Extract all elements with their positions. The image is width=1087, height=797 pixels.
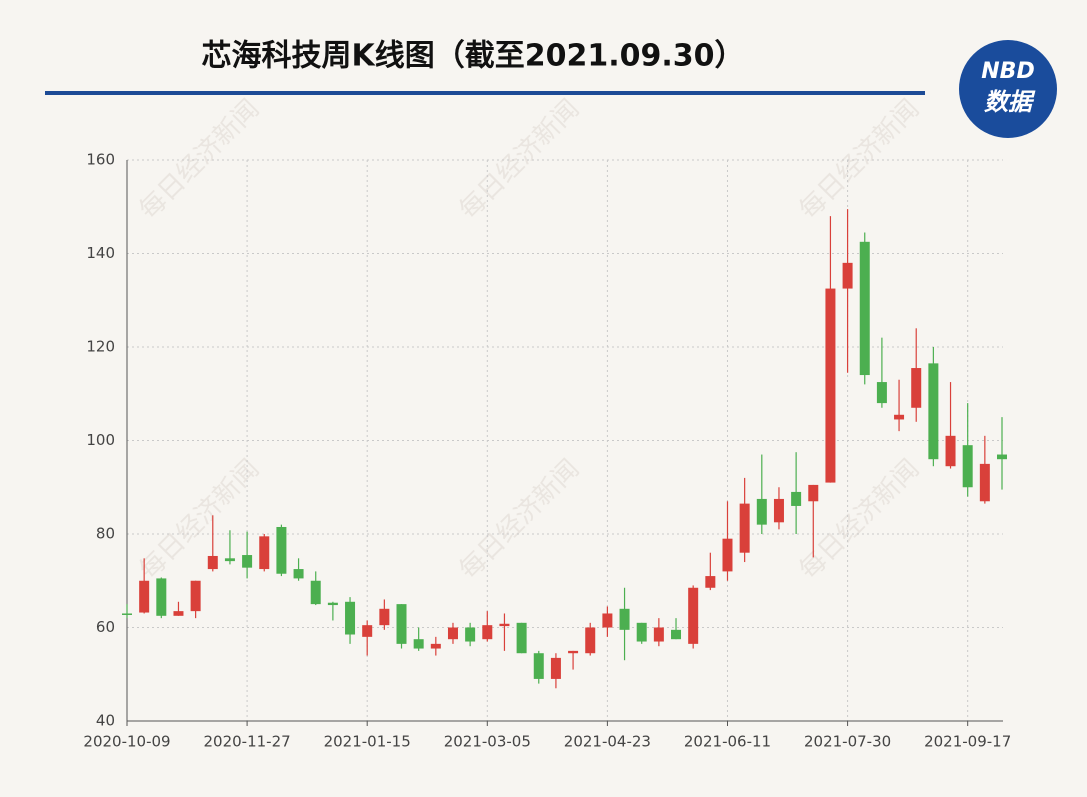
candle-body xyxy=(722,538,733,572)
y-tick-label: 120 xyxy=(86,338,115,356)
logo-bottom: 数据 xyxy=(984,88,1036,116)
candle-body xyxy=(808,484,819,502)
candle-body xyxy=(156,578,167,616)
candle-body xyxy=(979,463,990,502)
x-tick-label: 2021-06-11 xyxy=(684,733,771,751)
candle-body xyxy=(516,622,527,654)
logo xyxy=(959,40,1057,138)
candle-body xyxy=(773,498,784,523)
candle-body xyxy=(928,363,939,460)
y-tick-label: 140 xyxy=(86,244,115,262)
candle-body xyxy=(688,587,699,644)
candle-body xyxy=(465,627,476,642)
candle-body xyxy=(585,627,596,654)
candle-body xyxy=(173,611,184,616)
chart-title: 芯海科技周K线图（截至2021.09.30） xyxy=(201,39,744,74)
x-tick-label: 2021-07-30 xyxy=(804,733,891,751)
candle-body xyxy=(430,643,441,649)
y-tick-label: 100 xyxy=(86,431,115,449)
candle-body xyxy=(894,414,905,420)
candle-body xyxy=(825,288,836,483)
candle-body xyxy=(739,503,750,553)
candle-body xyxy=(224,558,235,562)
candle-body xyxy=(499,623,510,627)
x-tick-label: 2021-04-23 xyxy=(564,733,651,751)
candle-body xyxy=(447,627,458,640)
watermark: 每日经济新闻 xyxy=(454,454,586,586)
candle-body xyxy=(242,555,253,568)
candle-body xyxy=(207,555,218,570)
candle-body xyxy=(962,445,973,488)
y-tick-label: 60 xyxy=(96,618,115,636)
x-tick-label: 2021-03-05 xyxy=(444,733,531,751)
candle-body xyxy=(568,650,579,654)
candle-body xyxy=(379,608,390,626)
candle-body xyxy=(636,622,647,642)
candle-body xyxy=(911,368,922,408)
candle-body xyxy=(327,602,338,606)
candle-body xyxy=(413,639,424,649)
candle-body xyxy=(602,613,613,628)
y-tick-label: 40 xyxy=(96,712,115,730)
x-tick-label: 2020-10-09 xyxy=(83,733,170,751)
candle-body xyxy=(482,625,493,640)
candle-body xyxy=(139,580,150,613)
candle-body xyxy=(791,491,802,506)
candle-body xyxy=(653,627,664,642)
x-tick-label: 2021-01-15 xyxy=(324,733,411,751)
y-tick-label: 160 xyxy=(86,151,115,169)
candle-body xyxy=(190,580,201,612)
x-tick-label: 2020-11-27 xyxy=(204,733,291,751)
candle-body xyxy=(122,613,132,615)
candle-body xyxy=(705,576,716,588)
candle-body xyxy=(362,625,373,637)
candle-body xyxy=(842,262,853,289)
candle-body xyxy=(619,608,630,630)
candle-body xyxy=(550,657,561,679)
candle-body xyxy=(310,580,321,605)
y-tick-label: 80 xyxy=(96,525,115,543)
candle-body xyxy=(945,435,956,467)
x-tick-label: 2021-09-17 xyxy=(924,733,1011,751)
title-rule xyxy=(45,91,925,95)
candle-body xyxy=(859,241,870,376)
candle-body xyxy=(396,604,407,644)
candle-body xyxy=(259,536,270,570)
candle-body xyxy=(671,629,682,640)
candle-body xyxy=(345,601,356,635)
candle-body xyxy=(276,526,287,574)
candle-body xyxy=(876,382,887,404)
candle-body xyxy=(756,498,767,525)
candle-body xyxy=(997,454,1007,460)
candle-body xyxy=(293,569,304,579)
candle-body xyxy=(533,653,544,679)
logo-top: NBD xyxy=(981,59,1034,84)
